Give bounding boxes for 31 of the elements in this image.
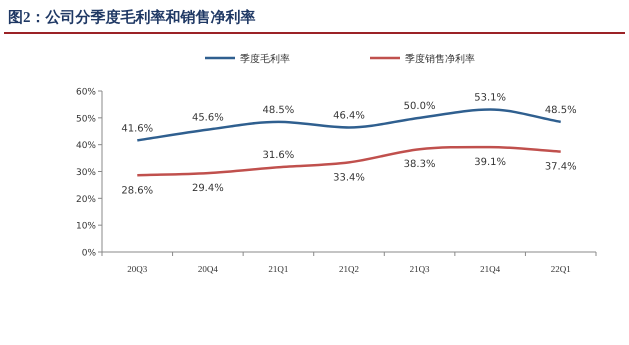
data-label: 33.4% [333,172,365,184]
data-label: 45.6% [192,112,224,124]
y-tick-label: 0% [82,248,96,258]
data-label: 53.1% [474,92,506,104]
data-label: 29.4% [192,183,224,194]
y-tick-label: 60% [76,88,96,98]
data-label: 41.6% [121,123,154,134]
x-tick-label: 22Q1 [550,264,571,274]
data-label: 46.4% [333,110,365,122]
x-tick-label: 21Q3 [410,264,430,274]
data-label: 48.5% [262,104,294,116]
y-tick-label: 40% [76,141,96,152]
data-label: 28.6% [121,185,154,196]
x-tick-label: 20Q4 [198,264,218,274]
x-tick-label: 21Q4 [480,264,501,274]
legend-label: 季度销售净利率 [405,53,475,65]
y-tick-label: 30% [76,168,96,178]
y-tick-label: 50% [76,114,96,124]
x-tick-label: 20Q3 [127,264,148,274]
x-tick-label: 21Q2 [339,264,359,274]
y-tick-label: 10% [76,222,96,232]
data-label: 38.3% [404,159,436,170]
y-tick-label: 20% [76,194,96,205]
x-tick-label: 21Q1 [268,264,288,274]
data-label: 31.6% [262,150,294,162]
legend-label: 季度毛利率 [240,53,290,65]
data-label: 39.1% [474,157,506,168]
data-label: 37.4% [544,162,577,173]
chart-title: 图2：公司分季度毛利率和销售净利率 [8,8,256,26]
data-label: 50.0% [404,100,436,112]
data-label: 48.5% [544,104,577,116]
